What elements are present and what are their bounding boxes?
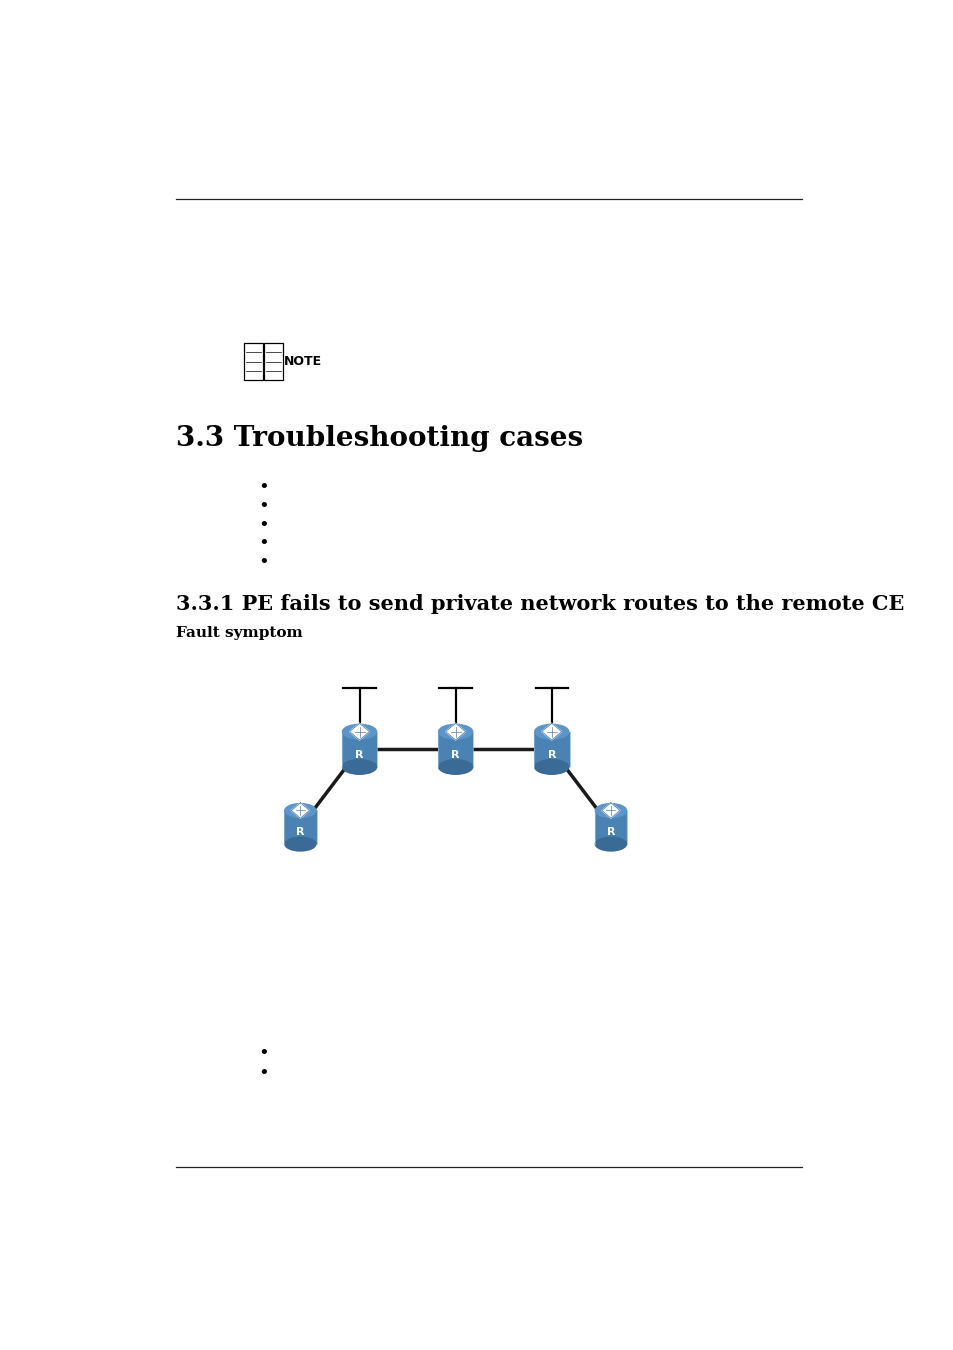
- Polygon shape: [291, 803, 309, 818]
- Text: NOTE: NOTE: [283, 355, 321, 369]
- Ellipse shape: [594, 803, 626, 818]
- Polygon shape: [349, 724, 369, 740]
- Text: •: •: [257, 535, 269, 552]
- Text: •: •: [257, 497, 269, 516]
- Text: R: R: [355, 749, 363, 760]
- Text: •: •: [257, 1064, 269, 1081]
- Text: •: •: [257, 478, 269, 497]
- FancyBboxPatch shape: [284, 810, 316, 844]
- Text: R: R: [451, 749, 459, 760]
- Polygon shape: [264, 343, 282, 381]
- FancyBboxPatch shape: [437, 732, 473, 767]
- Ellipse shape: [284, 803, 316, 818]
- Text: 3.3.1 PE fails to send private network routes to the remote CE: 3.3.1 PE fails to send private network r…: [176, 594, 903, 614]
- Ellipse shape: [534, 759, 569, 775]
- FancyBboxPatch shape: [534, 732, 569, 767]
- Polygon shape: [244, 343, 262, 381]
- Polygon shape: [601, 803, 619, 818]
- Ellipse shape: [437, 724, 473, 740]
- Text: R: R: [547, 749, 556, 760]
- FancyBboxPatch shape: [341, 732, 376, 767]
- Ellipse shape: [594, 837, 626, 852]
- Ellipse shape: [341, 759, 376, 775]
- Polygon shape: [541, 724, 561, 740]
- Text: R: R: [606, 828, 615, 837]
- Polygon shape: [445, 724, 465, 740]
- Ellipse shape: [284, 837, 316, 852]
- Ellipse shape: [341, 724, 376, 740]
- Ellipse shape: [534, 724, 569, 740]
- Text: •: •: [257, 554, 269, 571]
- Ellipse shape: [437, 759, 473, 775]
- Text: 3.3 Troubleshooting cases: 3.3 Troubleshooting cases: [176, 425, 582, 452]
- Text: •: •: [257, 516, 269, 533]
- FancyBboxPatch shape: [594, 810, 626, 844]
- Text: R: R: [295, 828, 304, 837]
- Text: Fault symptom: Fault symptom: [176, 626, 303, 640]
- Text: •: •: [257, 1044, 269, 1062]
